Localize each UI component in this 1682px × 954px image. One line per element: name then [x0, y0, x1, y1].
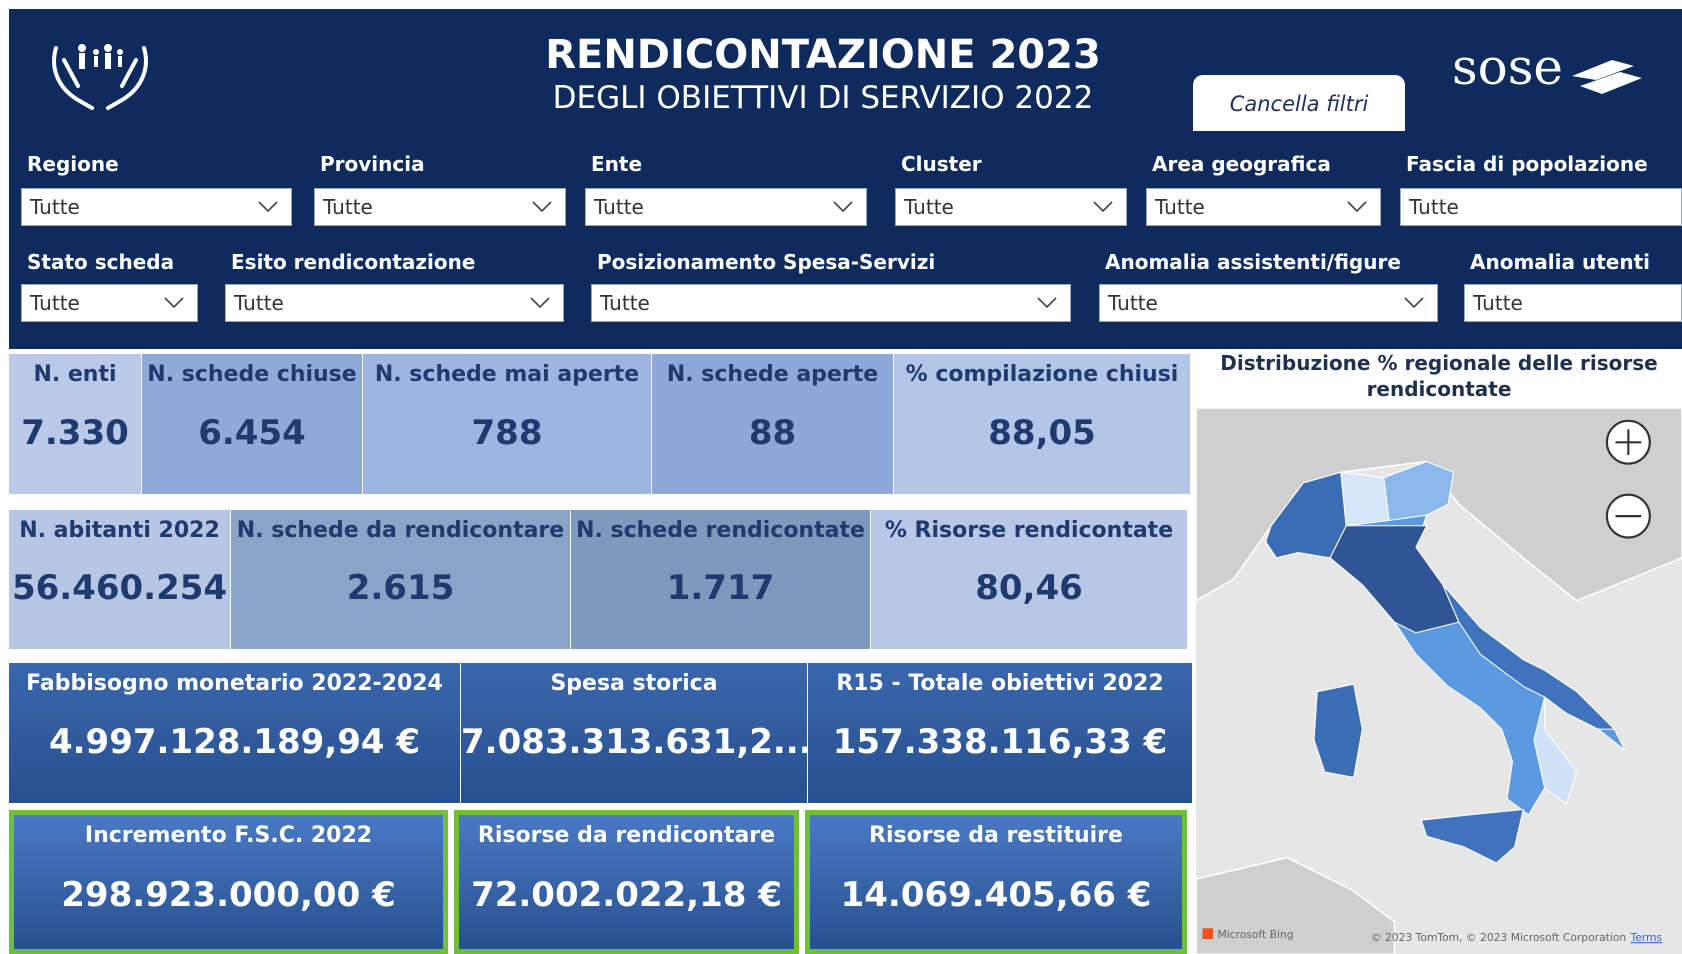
filter-dropdown[interactable]: Tutte	[1464, 284, 1682, 322]
filter-label: Anomalia assistenti/figure	[1105, 250, 1401, 274]
kpi-label: R15 - Totale obiettivi 2022	[836, 671, 1164, 696]
kpi-label: N. schede rendicontate	[576, 518, 865, 543]
filter-dropdown[interactable]: Tutte	[1146, 188, 1381, 226]
dropdown-chevron	[1347, 201, 1367, 213]
clear-filters-button[interactable]: Cancella filtri	[1193, 75, 1405, 131]
kpi-card: Fabbisogno monetario 2022-2024 4.997.128.…	[9, 663, 461, 803]
kpi-card: N. abitanti 2022 56.460.254	[9, 510, 231, 649]
dropdown-chevron	[1093, 201, 1113, 213]
kpi-card: N. schede mai aperte 788	[363, 354, 652, 494]
filter-dropdown[interactable]: Tutte	[895, 188, 1127, 226]
kpi-card: N. schede aperte 88	[652, 354, 894, 494]
kpi-value: 788	[471, 412, 543, 453]
filter-label: Area geografica	[1152, 152, 1331, 176]
filter-dropdown[interactable]: Tutte	[225, 284, 564, 322]
filter-label: Cluster	[901, 152, 982, 176]
chevron-line	[532, 201, 552, 213]
kpi-label: N. enti	[33, 362, 117, 387]
title: RENDICONTAZIONE 2023	[545, 32, 1101, 78]
filter-dropdown[interactable]: Tutte	[585, 188, 867, 226]
kpi-label: Spesa storica	[550, 671, 718, 696]
kpi-value: 14.069.405,66 €	[840, 875, 1152, 916]
kpi-value: 2.615	[346, 568, 455, 609]
kpi-value: 88	[748, 412, 797, 453]
dropdown-chevron	[530, 297, 550, 309]
kpi-value: 157.338.116,33 €	[832, 721, 1168, 762]
dropdown-chevron	[1404, 297, 1424, 309]
kpi-label: N. schede aperte	[666, 362, 879, 387]
filter-label: Stato scheda	[27, 250, 175, 274]
filter-dropdown[interactable]: Tutte	[21, 284, 198, 322]
chevron-line	[530, 297, 550, 309]
filter-label: Esito rendicontazione	[231, 250, 476, 274]
kpi-label: N. schede chiuse	[147, 362, 357, 387]
dropdown-chevron	[164, 297, 184, 309]
kpi-card: N. schede chiuse 6.454	[142, 354, 363, 494]
filter-label: Provincia	[320, 152, 425, 176]
kpi-card: R15 - Totale obiettivi 2022 157.338.116,3…	[808, 663, 1193, 803]
kpi-label: Risorse da restituire	[869, 823, 1123, 848]
chevron-line	[1093, 201, 1113, 213]
kpi-card: % Risorse rendicontate 80,46	[871, 510, 1188, 649]
kpi-value: 6.454	[198, 412, 306, 453]
chevron-line	[833, 201, 853, 213]
kpi-value: 88,05	[988, 412, 1096, 453]
kpi-card: % compilazione chiusi 88,05	[894, 354, 1191, 494]
kpi-label: % Risorse rendicontate	[884, 518, 1174, 543]
filter-label: Ente	[591, 152, 643, 176]
chevron-line	[1347, 201, 1367, 213]
kpi-label: N. schede da rendicontare	[236, 518, 565, 543]
dropdown-chevron	[532, 201, 552, 213]
kpi-card: N. schede da rendicontare 2.615	[231, 510, 571, 649]
kpi-value: 1.717	[666, 568, 775, 609]
kpi-label: N. abitanti 2022	[19, 518, 220, 543]
kpi-value: 4.997.128.189,94 €	[48, 721, 421, 762]
filter-dropdown[interactable]: Tutte	[1400, 188, 1682, 226]
kpi-value: 298.923.000,00 €	[61, 875, 396, 916]
chevron-line	[1037, 297, 1057, 309]
kpi-card: Spesa storica 7.083.313.631,2...	[461, 663, 808, 803]
sose-logo: sose	[1452, 38, 1564, 96]
map-copyright: © 2023 TomTom, © 2023 Microsoft Corporat…	[1371, 931, 1626, 944]
filter-label: Fascia di popolazione	[1406, 152, 1648, 176]
filter-dropdown[interactable]: Tutte	[314, 188, 566, 226]
kpi-value: 7.330	[21, 412, 129, 453]
kpi-card: N. schede rendicontate 1.717	[571, 510, 871, 649]
subtitle: DEGLI OBIETTIVI DI SERVIZIO 2022	[552, 80, 1094, 116]
map-provider: Microsoft Bing	[1217, 928, 1293, 941]
kpi-card: Risorse da restituire 14.069.405,66 €	[805, 810, 1187, 954]
chevron-line	[164, 297, 184, 309]
dropdown-chevron	[258, 201, 278, 213]
sose-logo-mark	[1572, 60, 1642, 94]
kpi-value: 72.002.022,18 €	[471, 875, 782, 916]
kpi-label: Risorse da rendicontare	[477, 823, 776, 848]
map-terms[interactable]: Terms	[1630, 931, 1663, 944]
kpi-label: Incremento F.S.C. 2022	[84, 823, 373, 848]
dropdown-chevron	[833, 201, 853, 213]
chevron-line	[258, 201, 278, 213]
map: Microsoft Bing © 2023 TomTom, © 2023 Mic…	[1196, 408, 1682, 954]
kpi-card: Incremento F.S.C. 2022 298.923.000,00 €	[9, 810, 448, 954]
kpi-label: Fabbisogno monetario 2022-2024	[26, 671, 443, 696]
filter-dropdown[interactable]: Tutte	[21, 188, 292, 226]
map-title: Distribuzione % regionale delle risorse …	[1220, 351, 1658, 401]
chevron-line	[1404, 297, 1424, 309]
kpi-value: 56.460.254	[11, 568, 228, 609]
filter-dropdown[interactable]: Tutte	[591, 284, 1071, 322]
kpi-value: 7.083.313.631,2...	[461, 721, 808, 762]
kpi-value: 80,46	[975, 568, 1083, 609]
kpi-label: N. schede mai aperte	[374, 362, 640, 387]
dropdown-chevron	[1037, 297, 1057, 309]
logo-icon	[52, 44, 148, 110]
filter-label: Anomalia utenti	[1470, 250, 1650, 274]
filter-label: Posizionamento Spesa-Servizi	[597, 250, 936, 274]
filter-dropdown[interactable]: Tutte	[1099, 284, 1438, 322]
kpi-label: % compilazione chiusi	[905, 362, 1179, 387]
kpi-card: N. enti 7.330	[9, 354, 142, 494]
filter-label: Regione	[27, 152, 119, 176]
kpi-card: Risorse da rendicontare 72.002.022,18 €	[454, 810, 799, 954]
